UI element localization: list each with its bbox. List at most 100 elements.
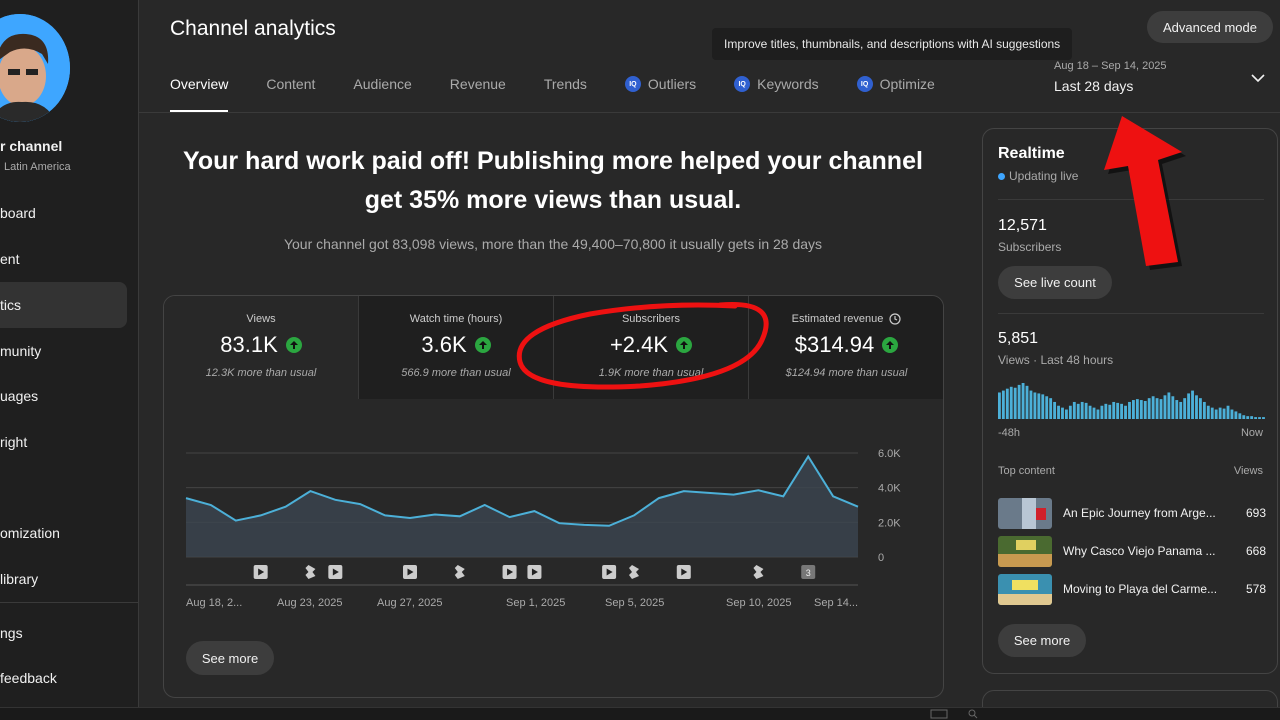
metric-views[interactable]: Views 83.1K 12.3K more than usual <box>164 296 359 399</box>
tab-optimize[interactable]: IQ Optimize <box>856 76 935 112</box>
tab-label: Trends <box>543 76 587 92</box>
channel-avatar[interactable] <box>0 14 70 122</box>
realtime-bar <box>1179 401 1183 419</box>
realtime-bar <box>1025 385 1029 419</box>
play-icon <box>681 568 688 576</box>
see-more-button[interactable]: See more <box>186 641 274 675</box>
realtime-bar <box>1037 393 1041 419</box>
realtime-bar <box>1246 416 1250 419</box>
sidebar-item-settings[interactable]: ngs <box>0 610 127 656</box>
tab-keywords[interactable]: IQ Keywords <box>734 76 819 112</box>
insight-headline: Your hard work paid off! Publishing more… <box>163 142 943 220</box>
realtime-bar <box>1147 398 1151 419</box>
realtime-bar <box>1199 398 1202 419</box>
realtime-bar <box>1029 390 1033 419</box>
tab-label: Content <box>266 76 316 92</box>
realtime-bar <box>1143 401 1147 419</box>
realtime-bar <box>1049 398 1053 419</box>
sidebar-item-audio-library[interactable]: library <box>0 556 127 602</box>
sidebar-item-copyright[interactable]: right <box>0 419 127 465</box>
metric-value-text: 3.6K <box>421 332 467 357</box>
x-tick-label: Aug 27, 2025 <box>377 597 442 609</box>
sidebar-item-label: library <box>0 571 39 587</box>
sidebar-item-languages[interactable]: uages <box>0 373 127 419</box>
channel-subtitle: Latin America <box>4 161 71 173</box>
tab-label: Keywords <box>757 76 819 92</box>
sidebar-item-analytics[interactable]: tics <box>0 282 127 328</box>
realtime-bar <box>1234 411 1238 419</box>
tab-label: Overview <box>170 76 229 92</box>
short-upload-marker[interactable] <box>629 565 639 579</box>
metric-value-text: 83.1K <box>220 332 278 357</box>
realtime-bar <box>1013 387 1017 419</box>
video-title: Why Casco Viejo Panama ... <box>1063 544 1216 558</box>
tab-overview[interactable]: Overview <box>170 76 229 112</box>
y-tick-label: 6.0K <box>878 448 901 460</box>
sidebar-item-feedback[interactable]: feedback <box>0 655 127 701</box>
realtime-bar <box>1116 402 1120 419</box>
metric-revenue[interactable]: Estimated revenue $314.94 $124.94 more t… <box>749 296 943 399</box>
realtime-bar <box>1092 407 1096 419</box>
video-views: 578 <box>1245 582 1266 596</box>
realtime-bar <box>1183 398 1187 419</box>
optimize-tooltip: Improve titles, thumbnails, and descript… <box>712 28 1073 60</box>
video-title: Moving to Playa del Carme... <box>1063 582 1218 596</box>
sidebar-item-label: munity <box>0 343 42 359</box>
divider <box>998 313 1264 314</box>
arrow-up-icon <box>474 337 491 353</box>
views-chart[interactable]: 6.0K 4.0K 2.0K 0 3 Aug 18, 2... Aug 23, 2025 Au… <box>164 426 944 616</box>
realtime-bar <box>1009 386 1013 419</box>
marker-count: 3 <box>806 568 811 578</box>
tab-content[interactable]: Content <box>266 76 315 112</box>
sidebar-item-dashboard[interactable]: board <box>0 190 127 236</box>
realtime-bar <box>1104 403 1108 419</box>
divider <box>998 199 1264 200</box>
realtime-bar <box>1155 398 1159 419</box>
metric-subscribers[interactable]: Subscribers +2.4K 1.9K more than usual <box>554 296 749 399</box>
realtime-see-more-button[interactable]: See more <box>998 624 1086 657</box>
top-content-row[interactable]: Moving to Playa del Carme... 578 <box>998 574 1266 606</box>
sidebar-item-label: omization <box>0 525 60 541</box>
video-thumbnail <box>998 498 1052 529</box>
sidebar-item-label: right <box>0 434 28 450</box>
tab-outliers[interactable]: IQ Outliers <box>624 76 696 112</box>
sidebar-item-label: ent <box>0 251 20 267</box>
tab-trends[interactable]: Trends <box>544 76 587 112</box>
top-content-row[interactable]: An Epic Journey from Arge... 693 <box>998 498 1266 530</box>
analytics-tabs: Overview Content Audience Revenue Trends… <box>170 76 935 112</box>
sidebar-item-customization[interactable]: omization <box>0 510 127 556</box>
realtime-bar <box>1108 404 1112 419</box>
realtime-bar <box>1163 395 1167 419</box>
multi-upload-marker[interactable] <box>801 565 816 579</box>
realtime-bar <box>1021 383 1025 419</box>
see-live-count-button[interactable]: See live count <box>998 266 1112 299</box>
x-tick-label: Aug 18, 2... <box>186 597 242 609</box>
sidebar-item-content[interactable]: ent <box>0 236 127 282</box>
short-upload-marker[interactable] <box>753 565 764 579</box>
realtime-bar <box>1167 392 1171 419</box>
chevron-down-icon[interactable] <box>1250 70 1266 86</box>
realtime-bar <box>1017 384 1021 419</box>
tab-revenue[interactable]: Revenue <box>450 76 506 112</box>
realtime-bar <box>1041 394 1045 419</box>
short-upload-marker[interactable] <box>454 565 465 579</box>
vidiq-badge-icon: IQ <box>624 76 641 92</box>
realtime-bar <box>1100 405 1104 419</box>
clock-icon <box>889 313 901 325</box>
top-content-row[interactable]: Why Casco Viejo Panama ... 668 <box>998 536 1266 568</box>
subscribers-count: 12,571 <box>998 217 1047 234</box>
advanced-mode-button[interactable]: Advanced mode <box>1147 11 1273 43</box>
realtime-bar-chart[interactable] <box>998 379 1266 419</box>
short-upload-marker[interactable] <box>305 565 316 579</box>
sidebar-item-label: ngs <box>0 625 23 641</box>
metric-label-text: Watch time (hours) <box>409 313 503 325</box>
metric-watch-time[interactable]: Watch time (hours) 3.6K 566.9 more than … <box>359 296 554 399</box>
realtime-bar <box>1084 402 1088 419</box>
date-range-selector[interactable]: Last 28 days <box>1054 78 1134 94</box>
realtime-views-label: Views · Last 48 hours <box>998 353 1114 367</box>
headline-line-1: Your hard work paid off! Publishing more… <box>183 147 923 175</box>
realtime-bar <box>1218 407 1222 419</box>
arrow-up-icon <box>285 337 302 353</box>
sidebar-item-community[interactable]: munity <box>0 328 127 374</box>
tab-audience[interactable]: Audience <box>353 76 411 112</box>
